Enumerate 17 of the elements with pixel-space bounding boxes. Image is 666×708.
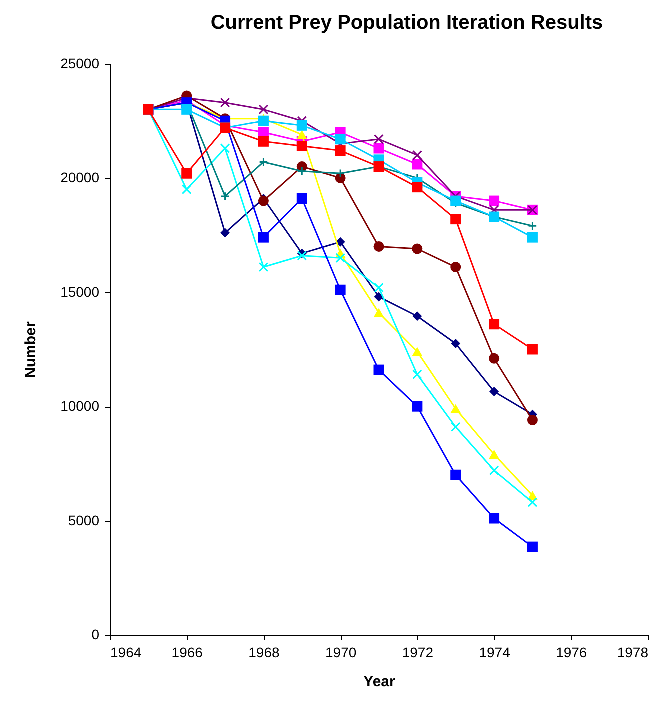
x-tick-label: 1976 (556, 644, 588, 660)
y-tick-label: 10000 (60, 398, 100, 414)
y-tick-label: 20000 (60, 170, 100, 186)
x-tick-label: 1978 (617, 644, 649, 660)
x-tick-label: 1968 (248, 644, 280, 660)
x-tick-label: 1964 (110, 644, 142, 660)
y-axis-title: Number (22, 322, 40, 378)
x-tick-label: 1974 (479, 644, 511, 660)
x-tick-label: 1972 (402, 644, 434, 660)
y-tick-label: 15000 (60, 284, 100, 300)
y-tick-label: 25000 (60, 56, 100, 72)
x-tick-label: 1970 (325, 644, 357, 660)
y-tick-label: 0 (92, 626, 100, 642)
y-tick-label: 5000 (68, 512, 100, 528)
chart-title: Current Prey Population Iteration Results (210, 12, 604, 34)
x-tick-label: 1966 (172, 644, 204, 660)
x-axis-title: Year (364, 674, 396, 690)
